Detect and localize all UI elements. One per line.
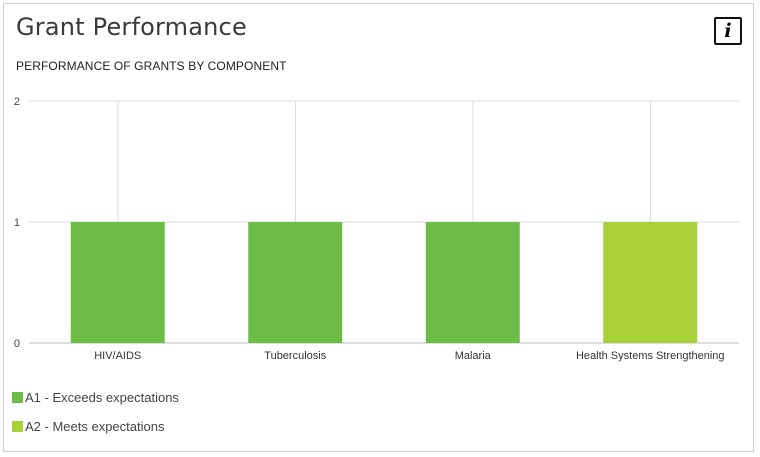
bar-tuberculosis [248, 222, 343, 343]
info-icon: i [724, 19, 732, 42]
x-tick-label: Tuberculosis [264, 350, 326, 362]
y-tick-label: 0 [14, 338, 20, 350]
legend-label-a1: A1 - Exceeds expectations [25, 390, 179, 405]
x-tick-label: HIV/AIDS [94, 350, 141, 362]
legend-label-a2: A2 - Meets expectations [25, 419, 165, 434]
page-title: Grant Performance [16, 13, 247, 41]
x-tick-label: Health Systems Strengthening [576, 350, 725, 362]
legend-item-a2[interactable]: A2 - Meets expectations [12, 419, 179, 434]
chart-legend: A1 - Exceeds expectations A2 - Meets exp… [12, 390, 179, 448]
info-button[interactable]: i [714, 17, 742, 45]
bar-malaria [425, 222, 520, 343]
bar-health-systems-strengthening [603, 222, 698, 343]
y-tick-label: 2 [14, 96, 20, 108]
y-tick-label: 1 [14, 217, 20, 229]
bar-hiv-aids [70, 222, 165, 343]
legend-swatch-a2 [12, 421, 23, 432]
legend-swatch-a1 [12, 392, 23, 403]
legend-item-a1[interactable]: A1 - Exceeds expectations [12, 390, 179, 405]
x-tick-label: Malaria [455, 350, 492, 362]
chart-subtitle: PERFORMANCE OF GRANTS BY COMPONENT [16, 59, 287, 73]
